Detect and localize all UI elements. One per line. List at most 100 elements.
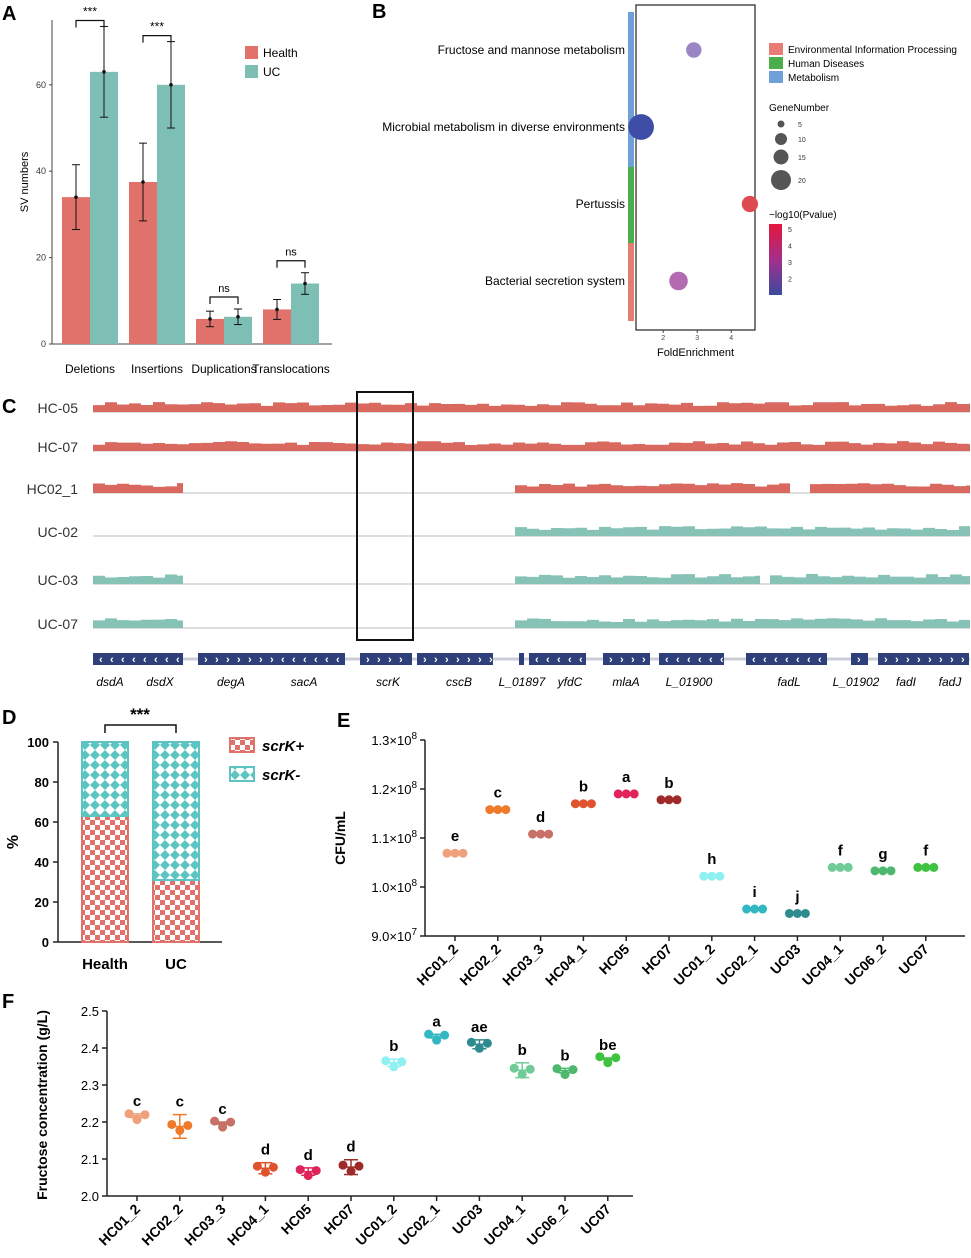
size-legend-dot: [771, 170, 791, 190]
strand-arrow: ‹: [121, 654, 125, 666]
y-tick-label: 2.4: [81, 1041, 99, 1056]
replicate-dot: [715, 871, 725, 881]
color-legend-tick: 2: [788, 277, 792, 284]
strand-arrow: ‹: [557, 654, 561, 666]
replicate-dot: [552, 1064, 562, 1074]
significance-letter: g: [878, 846, 887, 863]
panel-label-b: B: [372, 1, 386, 23]
replicate-dot: [482, 1038, 492, 1048]
strand-arrow: ‹: [785, 654, 789, 666]
color-legend-gradient: [769, 224, 782, 295]
coverage-area: [810, 483, 970, 493]
replicate-dot: [800, 908, 810, 918]
replicate-dot: [493, 805, 503, 815]
y-tick-label: 2.3: [81, 1078, 99, 1093]
replicate-dot: [354, 1161, 364, 1171]
replicate-dot: [124, 1109, 134, 1119]
gene-label: L_01897: [499, 675, 547, 689]
strand-arrow: ‹: [325, 654, 329, 666]
x-axis-label: FoldEnrichment: [657, 347, 734, 359]
significance-letter: d: [261, 1142, 270, 1159]
replicate-dot: [528, 829, 538, 839]
y-tick-label: 2.1: [81, 1152, 99, 1167]
significance-label: ***: [83, 4, 97, 18]
y-tick-label: 80: [35, 775, 49, 790]
strand-arrow: ‹: [176, 654, 180, 666]
replicate-dot: [699, 871, 709, 881]
bar-scrk-negative: [152, 741, 200, 881]
category-legend-label: Environmental Information Processing: [788, 45, 957, 56]
replicate-dot: [613, 789, 623, 799]
x-tick-label: UC04_1: [799, 941, 847, 989]
strand-arrow: ‹: [709, 654, 713, 666]
replicate-dot: [843, 862, 853, 872]
strand-arrow: ‹: [579, 654, 583, 666]
replicate-dot: [346, 1166, 356, 1176]
category-legend-label: Human Diseases: [788, 59, 864, 70]
strand-arrow: ‹: [568, 654, 572, 666]
strand-arrow: ›: [434, 654, 438, 666]
strand-arrow: ›: [642, 654, 646, 666]
replicate-dot: [175, 1125, 185, 1135]
strand-arrow: ›: [215, 654, 219, 666]
replicate-dot: [381, 1056, 391, 1066]
significance-letter: c: [494, 785, 502, 802]
coverage-area: [515, 483, 790, 493]
strand-arrow: ‹: [807, 654, 811, 666]
strand-arrow: ‹: [818, 654, 822, 666]
gene-label: L_01900: [666, 675, 713, 689]
panel-f-fructose-dot-plot: 2.0 2.1 2.2 2.3 2.4 2.5 HC01_2 c HC02_2 c HC03_3 c H…: [34, 1004, 633, 1248]
significance-label: ***: [130, 705, 150, 724]
x-tick-label: 3: [695, 335, 699, 342]
legend-label: scrK-: [262, 767, 300, 784]
replicate-dot: [501, 805, 511, 815]
size-legend-label: 15: [798, 155, 806, 162]
y-tick-label: 2.2: [81, 1115, 99, 1130]
y-tick-label: 0: [42, 935, 49, 950]
replicate-dot: [474, 1043, 484, 1053]
replicate-dot: [458, 848, 468, 858]
replicate-dot: [750, 904, 760, 914]
strand-arrow: ›: [423, 654, 427, 666]
replicate-dot: [536, 829, 546, 839]
y-tick-label: 9.0×107: [371, 927, 417, 944]
y-tick-label: 60: [36, 80, 46, 90]
gene-label: fadL: [777, 675, 800, 689]
size-legend-title: GeneNumber: [769, 103, 830, 114]
y-axis-label: Fructose concentration (g/L): [34, 1010, 50, 1200]
strand-arrow: ›: [248, 654, 252, 666]
x-tick-label: 2: [661, 335, 665, 342]
replicate-dot: [167, 1119, 177, 1129]
enrichment-bubble: [741, 195, 759, 213]
strand-arrow: ›: [259, 654, 263, 666]
category-bar-human-diseases: [628, 167, 634, 243]
legend-swatch: [245, 65, 258, 78]
strand-arrow: ‹: [752, 654, 756, 666]
y-tick-label: 1.1×108: [371, 829, 417, 846]
significance-letter: c: [133, 1093, 141, 1110]
significance-letter: h: [707, 851, 716, 868]
y-tick-label: 1.0×108: [371, 878, 417, 895]
replicate-dot: [218, 1122, 228, 1132]
x-tick-label: UC03: [449, 1201, 486, 1238]
bar-scrk-positive: [152, 879, 200, 943]
replicate-dot: [560, 1070, 570, 1080]
significance-letter: a: [432, 1013, 441, 1030]
y-tick-label: 2.5: [81, 1004, 99, 1019]
replicate-dot: [260, 1167, 270, 1177]
significance-bracket: [276, 260, 306, 268]
strand-arrow: ›: [489, 654, 493, 666]
panel-label-c: C: [2, 396, 16, 418]
x-tick-label: HC02_2: [138, 1201, 186, 1249]
category-legend-swatch: [769, 71, 783, 83]
x-tick-label: UC07: [577, 1201, 614, 1238]
replicate-dot: [611, 1053, 621, 1063]
replicate-dot: [440, 1030, 450, 1040]
color-legend-tick: 4: [788, 244, 792, 251]
panel-e-cfu-dot-plot: 9.0×107 1.0×108 1.1×108 1.2×108 1.3×108 HC01_…: [332, 731, 965, 988]
y-tick-label: 20: [36, 253, 46, 263]
gene-block: [529, 653, 586, 665]
panel-d-stacked-bar-chart: 0 20 40 60 80 100% Health UC *** scrK+ scrK-: [5, 705, 304, 973]
strand-arrow: ›: [237, 654, 241, 666]
strand-arrow: ›: [906, 654, 910, 666]
